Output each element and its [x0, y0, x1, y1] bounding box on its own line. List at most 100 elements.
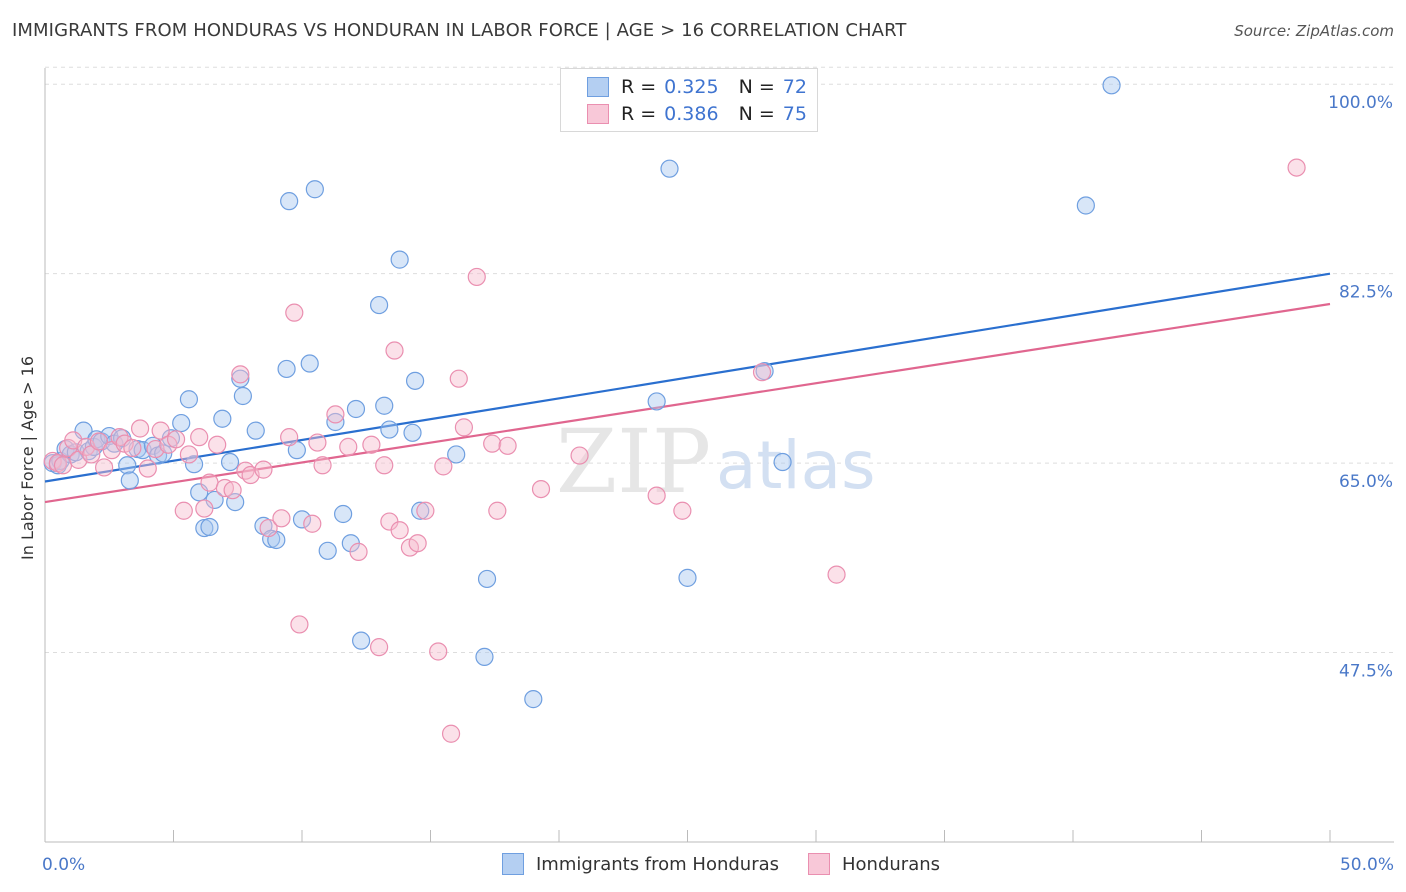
trend-line-immigrants — [44, 272, 1331, 483]
data-point-immigrants — [678, 568, 697, 587]
data-point-hondurans — [454, 418, 474, 437]
data-point-hondurans — [752, 363, 772, 382]
legend-row-immigrants: R = 0.325 N = 72 — [587, 74, 807, 100]
data-point-hondurans — [434, 457, 453, 476]
data-point-immigrants — [120, 471, 139, 490]
chart-title: IMMIGRANTS FROM HONDURAS VS HONDURAN IN … — [12, 20, 907, 41]
y-tick-label: 100.0% — [1328, 93, 1393, 113]
data-point-hondurans — [647, 486, 666, 505]
data-point-immigrants — [390, 250, 409, 269]
data-point-immigrants — [403, 423, 422, 442]
data-point-immigrants — [647, 392, 666, 411]
data-point-immigrants — [1102, 76, 1121, 95]
data-point-hondurans — [370, 638, 389, 657]
bottom-legend-immigrants[interactable]: Immigrants from Honduras — [502, 852, 779, 876]
data-point-hondurans — [285, 303, 304, 322]
data-point-immigrants — [280, 192, 299, 211]
data-point-hondurans — [416, 501, 435, 520]
data-point-immigrants — [200, 517, 219, 537]
data-point-immigrants — [231, 369, 250, 388]
legend-r-label: R = — [621, 103, 657, 125]
data-point-hondurans — [138, 459, 157, 478]
data-point-hondurans — [362, 435, 381, 454]
data-point-hondurans — [259, 518, 278, 538]
data-point-immigrants — [524, 690, 543, 709]
data-point-hondurans — [449, 369, 468, 388]
data-point-hondurans — [467, 267, 486, 287]
data-point-immigrants — [300, 354, 319, 373]
data-point-immigrants — [179, 390, 199, 409]
data-point-hondurans — [231, 365, 250, 384]
data-point-hondurans — [254, 460, 273, 479]
points-layer — [43, 76, 1306, 743]
legend-swatch-blue — [587, 77, 609, 97]
data-point-hondurans — [313, 456, 332, 475]
data-point-immigrants — [660, 159, 679, 178]
data-point-hondurans — [385, 341, 404, 360]
data-point-hondurans — [308, 433, 327, 452]
data-point-immigrants — [447, 445, 466, 464]
bottom-legend-label: Hondurans — [842, 853, 941, 875]
data-point-immigrants — [773, 452, 792, 472]
data-point-immigrants — [411, 501, 430, 520]
data-point-immigrants — [477, 569, 497, 589]
data-point-immigrants — [246, 421, 265, 440]
data-point-immigrants — [172, 413, 191, 433]
bottom-legend-swatch-blue — [502, 853, 524, 875]
data-point-immigrants — [475, 647, 494, 666]
watermark: ZIP atlas — [556, 410, 876, 513]
bottom-legend-label: Immigrants from Honduras — [536, 853, 780, 875]
data-point-immigrants — [375, 396, 394, 415]
data-point-immigrants — [370, 295, 389, 315]
data-point-hondurans — [488, 501, 507, 520]
bottom-legend-swatch-pink — [808, 853, 830, 875]
data-point-immigrants — [318, 541, 337, 560]
trend-line-hondurans — [44, 302, 1331, 504]
data-point-hondurans — [827, 565, 846, 584]
data-point-immigrants — [226, 492, 245, 512]
data-point-hondurans — [280, 428, 299, 447]
data-point-immigrants — [1076, 196, 1095, 215]
data-point-hondurans — [89, 432, 109, 451]
y-tick-label: 82.5% — [1339, 283, 1393, 303]
data-point-immigrants — [143, 436, 163, 455]
legend-r-value: 0.386 — [664, 103, 719, 125]
data-point-immigrants — [352, 631, 371, 650]
data-point-hondurans — [531, 479, 551, 499]
y-tick-label: 65.0% — [1339, 472, 1393, 492]
data-point-hondurans — [303, 514, 322, 533]
data-point-hondurans — [223, 481, 242, 500]
data-point-hondurans — [195, 499, 214, 518]
data-point-immigrants — [380, 420, 399, 439]
data-point-hondurans — [673, 501, 692, 520]
data-point-hondurans — [208, 435, 227, 454]
grid-layer — [45, 66, 1394, 654]
data-point-hondurans — [498, 436, 517, 455]
legend-r-label: R = — [621, 76, 657, 98]
trend-layer — [44, 272, 1331, 504]
data-point-hondurans — [326, 405, 345, 424]
data-point-immigrants — [277, 359, 296, 379]
data-point-immigrants — [118, 456, 137, 475]
x-tick-label: 0.0% — [42, 855, 85, 875]
data-point-hondurans — [429, 642, 448, 661]
data-point-immigrants — [292, 510, 312, 529]
data-point-hondurans — [349, 542, 368, 561]
stats-legend: R = 0.325 N = 72 R = 0.386 N = 75 — [560, 68, 818, 132]
legend-swatch-pink — [587, 104, 609, 124]
watermark-zip: ZIP — [556, 410, 711, 513]
data-point-hondurans — [408, 534, 427, 553]
legend-n-value: 72 — [782, 76, 807, 98]
legend-row-hondurans: R = 0.386 N = 75 — [587, 101, 807, 127]
legend-n-value: 75 — [782, 103, 807, 125]
bottom-legend-hondurans[interactable]: Hondurans — [808, 852, 940, 876]
data-point-hondurans — [390, 521, 409, 540]
data-point-immigrants — [213, 409, 232, 428]
data-point-hondurans — [123, 438, 142, 458]
data-point-hondurans — [200, 473, 219, 492]
legend-n-label: N = — [738, 103, 775, 125]
data-point-hondurans — [174, 501, 193, 520]
data-point-hondurans — [1287, 158, 1306, 177]
data-point-immigrants — [305, 180, 324, 199]
